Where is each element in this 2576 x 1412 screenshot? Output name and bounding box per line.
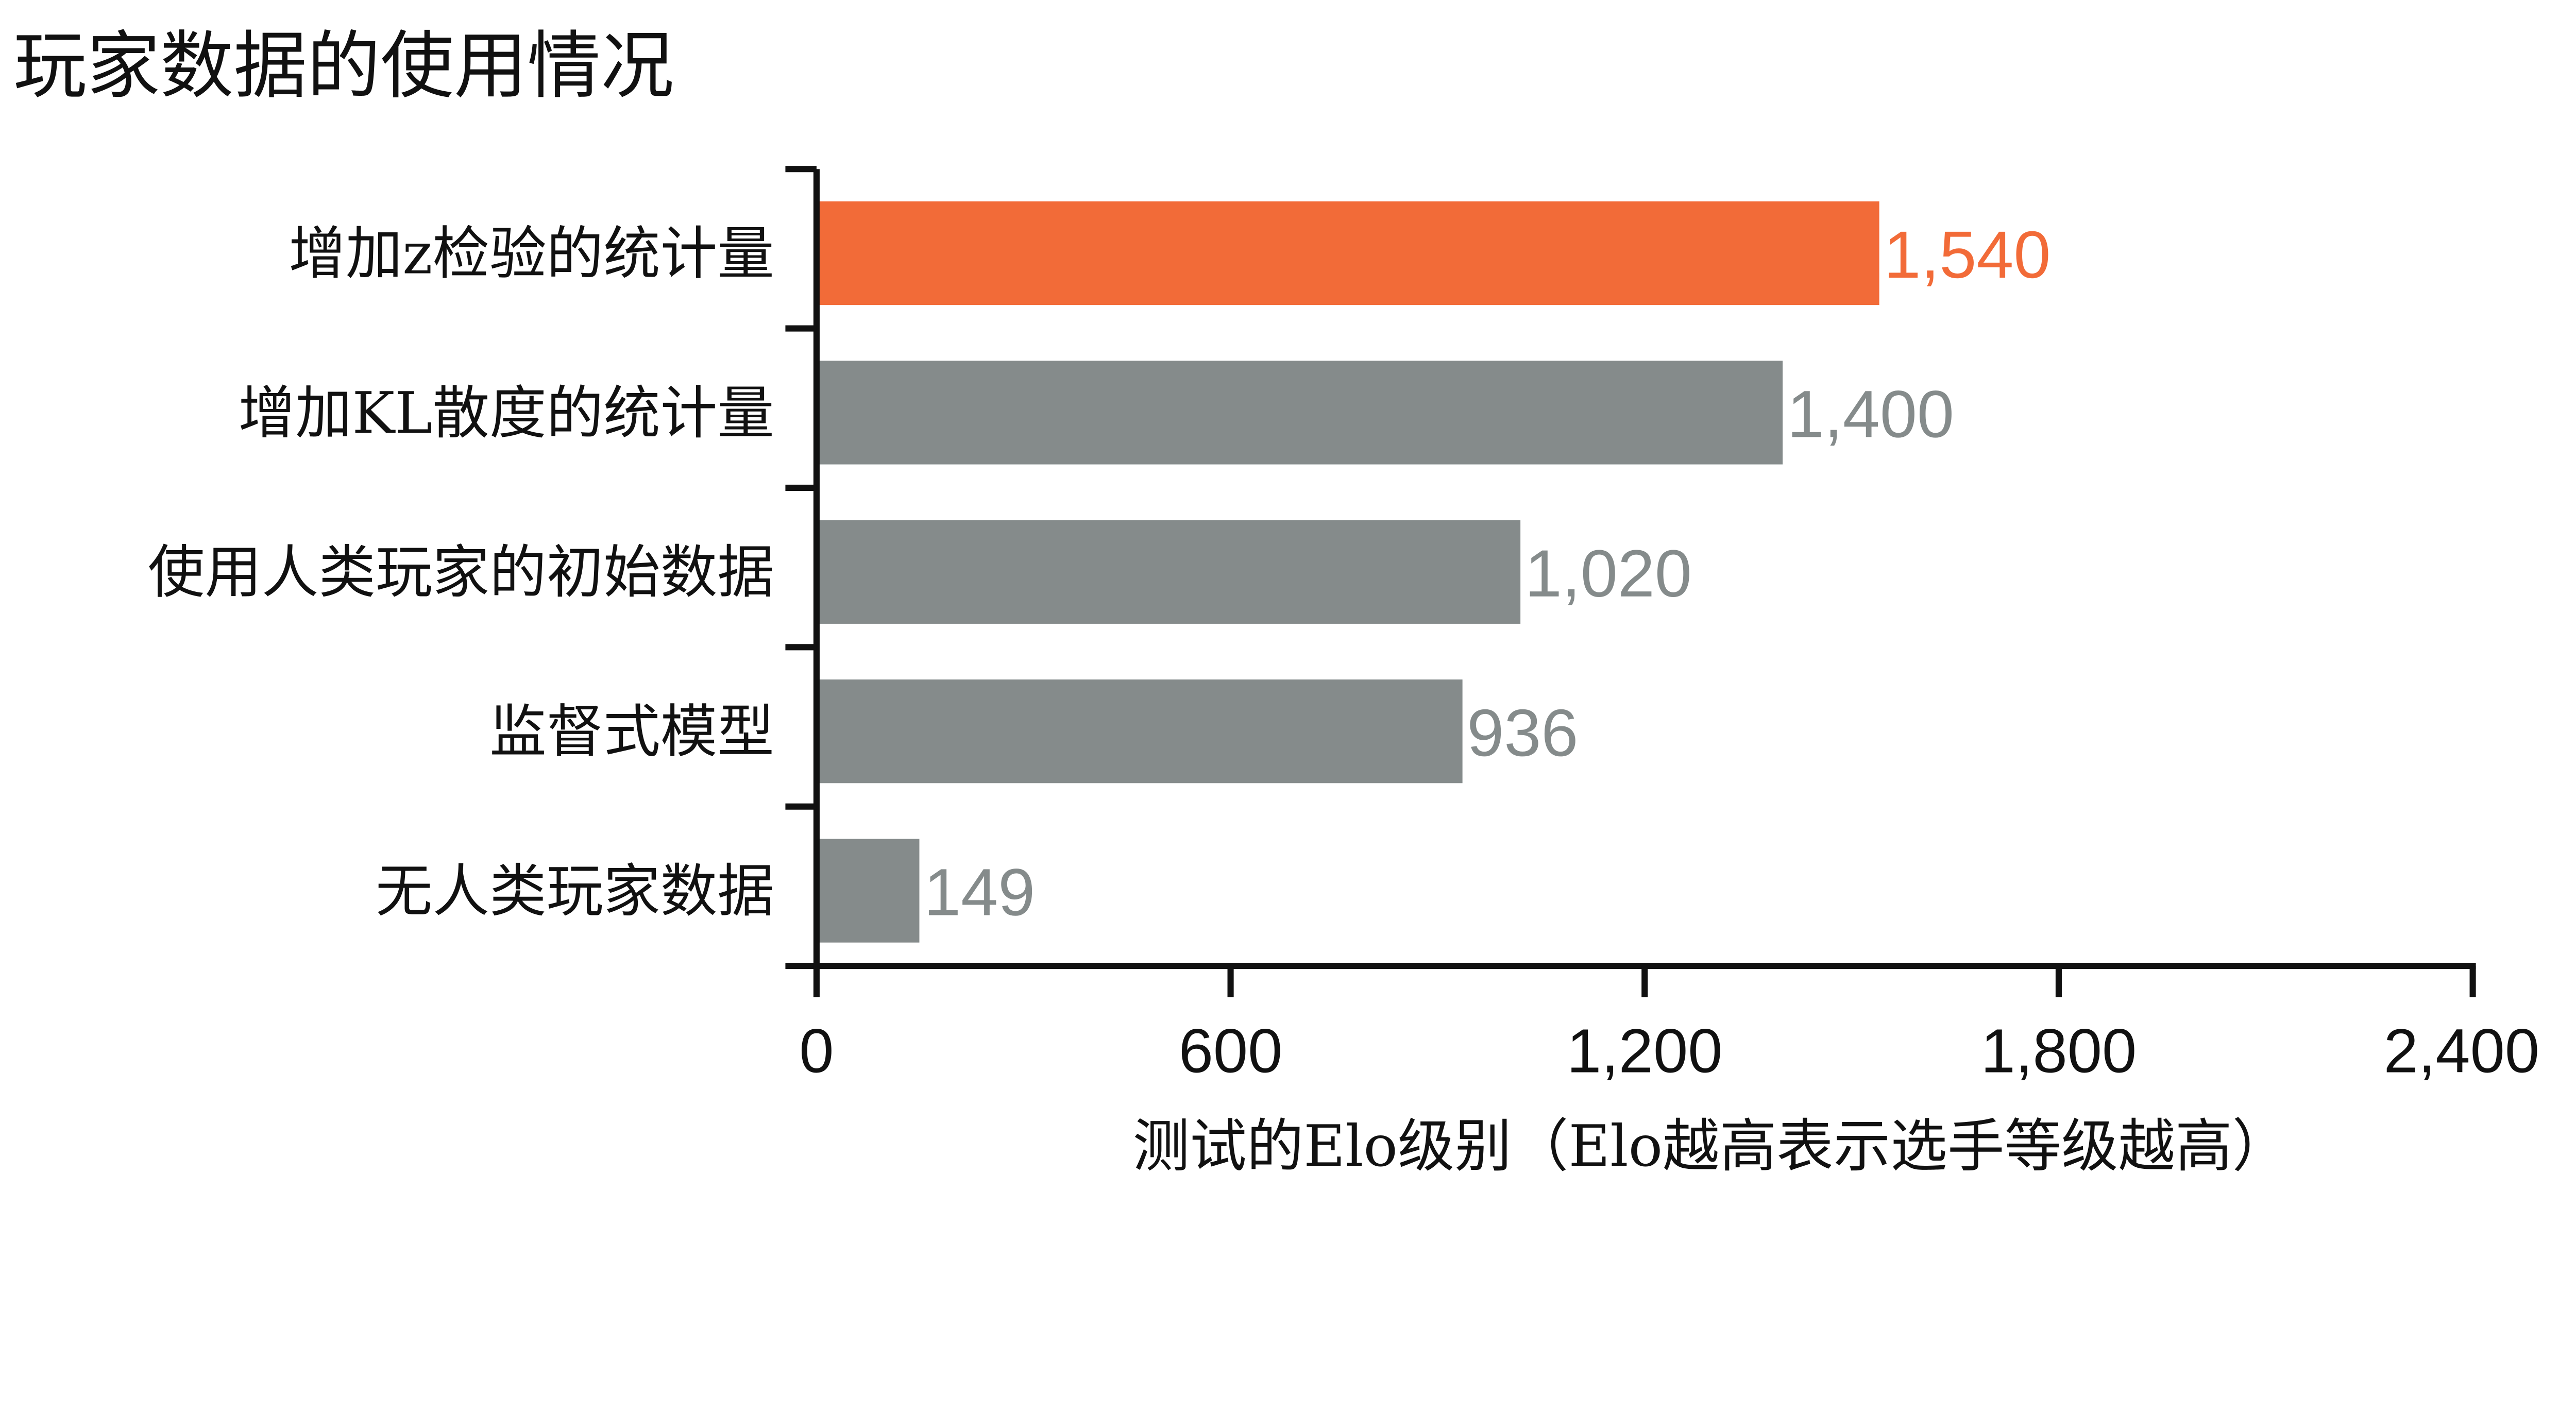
- bar: [816, 839, 920, 943]
- y-tick-label: 无人类玩家数据: [376, 858, 774, 925]
- bar-chart: 玩家数据的使用情况 1,540 1,400 1,020 936 149 增加z检验的统计…: [13, 23, 2540, 1180]
- bar: [816, 361, 1783, 465]
- x-tick-label: 1,800: [1981, 1016, 2137, 1086]
- y-tick-label: 使用人类玩家的初始数据: [148, 539, 774, 606]
- data-label: 1,020: [1525, 537, 1692, 611]
- x-axis-label: 测试的Elo级别（Elo越高表示选手等级越高）: [1133, 1113, 2290, 1180]
- bar: [816, 679, 1463, 784]
- y-tick-label: 监督式模型: [489, 699, 774, 765]
- x-tick-label: 0: [799, 1016, 834, 1086]
- y-tick-label: 增加KL散度的统计量: [238, 380, 774, 447]
- bar: [816, 201, 1879, 305]
- x-tick-label: 600: [1179, 1016, 1283, 1086]
- data-label: 936: [1467, 696, 1578, 770]
- bar: [816, 520, 1521, 624]
- x-tick-label: 1,200: [1567, 1016, 1723, 1086]
- x-tick-label: 2,400: [2384, 1016, 2540, 1086]
- chart-title: 玩家数据的使用情况: [13, 23, 674, 109]
- data-label: 1,540: [1884, 218, 2050, 292]
- y-tick-label: 增加z检验的统计量: [289, 220, 774, 287]
- data-label: 1,400: [1787, 377, 1954, 451]
- data-label: 149: [924, 856, 1035, 930]
